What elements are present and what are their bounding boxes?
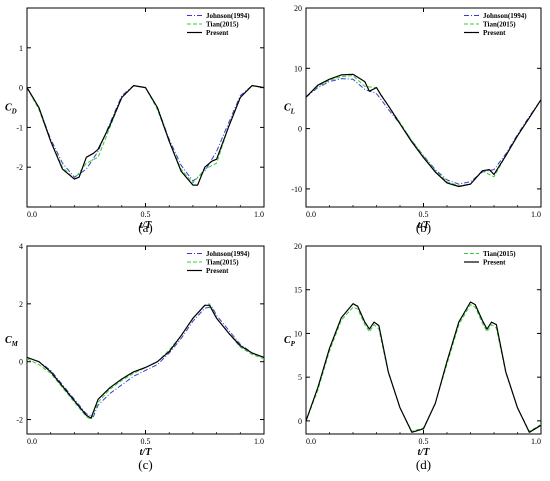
panel-c-y-axis-label: CM	[5, 335, 19, 348]
panel-b-y-tick-label: -10	[291, 185, 302, 194]
panel-b-y-tick-label: 10	[294, 64, 302, 73]
panel-c-y-tick-label: 2	[19, 300, 23, 309]
panel-c-legend-label: Present	[206, 267, 229, 275]
panel-b-y-tick-label: 20	[294, 4, 302, 13]
panel-b-x-tick-label: 1.0	[531, 210, 541, 219]
panel-a-y-tick-label: 1	[19, 44, 23, 53]
panel-c-caption: (c)	[138, 457, 152, 472]
panel-b-y-axis-label-subscript: L	[290, 108, 295, 116]
panel-c-series-presentline	[27, 304, 264, 419]
panel-c-x-tick-label: 0.0	[27, 437, 37, 446]
panel-d-series-presentline	[306, 301, 541, 433]
panel-c-y-axis-label-subscript: M	[11, 340, 19, 348]
panel-b-legend-label: Tian(2015)	[483, 21, 516, 29]
panel-b-y-axis-label: CL	[284, 103, 295, 116]
panel-b-legend-label: Present	[483, 29, 506, 37]
panel-d: 0.0 0.5 1.0 20 15 10 5 0 t/T CP Tian(2015)Present (…	[284, 242, 542, 472]
panel-d-x-tick-label: 0.0	[306, 437, 316, 446]
panel-d-y-tick-label: 15	[294, 286, 302, 295]
panel-c-series-tian-2015-line	[27, 303, 264, 420]
panel-b-x-axis-label: t/T	[418, 220, 431, 231]
panel-a-legend-label: Tian(2015)	[206, 21, 239, 29]
panel-a-x-tick-label: 0.0	[27, 210, 37, 219]
panel-a-legend-label: Johnson(1994)	[206, 12, 250, 20]
panel-a-x-tick-label: 0.5	[141, 210, 151, 219]
panel-a-x-axis-label: t/T	[140, 220, 153, 231]
panel-c-x-axis-label: t/T	[140, 447, 153, 458]
panel-c-y-tick-label: 4	[19, 242, 23, 251]
panel-a-series-johnson-1994-line	[27, 85, 264, 182]
panel-b-caption: (b)	[416, 220, 431, 235]
panel-c-y-tick-label: 0	[19, 358, 23, 367]
panel-a-y-axis-label-subscript: D	[11, 108, 17, 116]
panel-c-series-johnson-1994-line	[27, 306, 264, 418]
panel-a-plot-frame	[26, 7, 265, 208]
panel-b-x-tick-label: 0.5	[419, 210, 429, 219]
panel-d-y-tick-label: 20	[294, 242, 302, 251]
panel-c-legend-label: Tian(2015)	[206, 259, 239, 267]
panel-b-series-tian-2015-line	[306, 75, 541, 187]
panel-b-plot-frame	[305, 7, 542, 208]
panel-d-legend-label: Tian(2015)	[483, 250, 516, 258]
panel-c-plot-frame	[26, 245, 265, 435]
panel-d-y-tick-label: 5	[298, 373, 302, 382]
panel-d-series-tian-2015-line	[306, 304, 541, 432]
panel-d-x-axis-label: t/T	[418, 447, 431, 458]
panel-b-legend-label: Johnson(1994)	[483, 12, 527, 20]
panel-a-caption: (a)	[138, 220, 152, 235]
panel-d-legend-label: Present	[483, 259, 506, 267]
panel-b-series-presentline	[306, 73, 541, 188]
panel-b-series-johnson-1994-line	[306, 78, 541, 185]
panel-a-y-tick-label: -1	[16, 123, 23, 132]
panel-a-y-tick-label: 0	[19, 84, 23, 93]
panel-c: 0.0 0.5 1.0 4 2 0 -2 t/T CM Johnson(1994)Tian(201…	[5, 242, 265, 472]
panel-d-plot-frame	[305, 245, 542, 435]
panel-c-x-tick-label: 0.5	[141, 437, 151, 446]
panel-d-y-axis-label: CP	[284, 335, 296, 348]
panel-a-series-presentline	[27, 84, 264, 186]
panel-a-y-axis-label: CD	[5, 103, 17, 116]
panel-d-y-tick-label: 10	[294, 329, 302, 338]
panel-b-y-tick-label: 0	[298, 125, 302, 134]
panel-d-x-tick-label: 0.5	[419, 437, 429, 446]
panel-c-y-tick-label: -2	[16, 416, 23, 425]
panel-b: 0.0 0.5 1.0 20 10 0 -10 t/T CL Johnson(1994)Tian(…	[284, 4, 542, 235]
panel-a-x-tick-label: 1.0	[254, 210, 264, 219]
panel-d-y-axis-label-subscript: P	[291, 340, 296, 348]
panel-d-x-tick-label: 1.0	[531, 437, 541, 446]
panel-a-y-tick-label: -2	[16, 163, 23, 172]
panel-d-y-tick-label: 0	[298, 417, 302, 426]
panel-b-x-tick-label: 0.0	[306, 210, 316, 219]
panel-c-x-tick-label: 1.0	[254, 437, 264, 446]
panel-c-legend-label: Johnson(1994)	[206, 250, 250, 258]
panel-d-caption: (d)	[416, 457, 431, 472]
panel-a-legend-label: Present	[206, 29, 229, 37]
panel-a: 0.0 0.5 1.0 1 0 -1 -2 t/T CD Johnson(1994)Tian(20…	[5, 7, 265, 235]
